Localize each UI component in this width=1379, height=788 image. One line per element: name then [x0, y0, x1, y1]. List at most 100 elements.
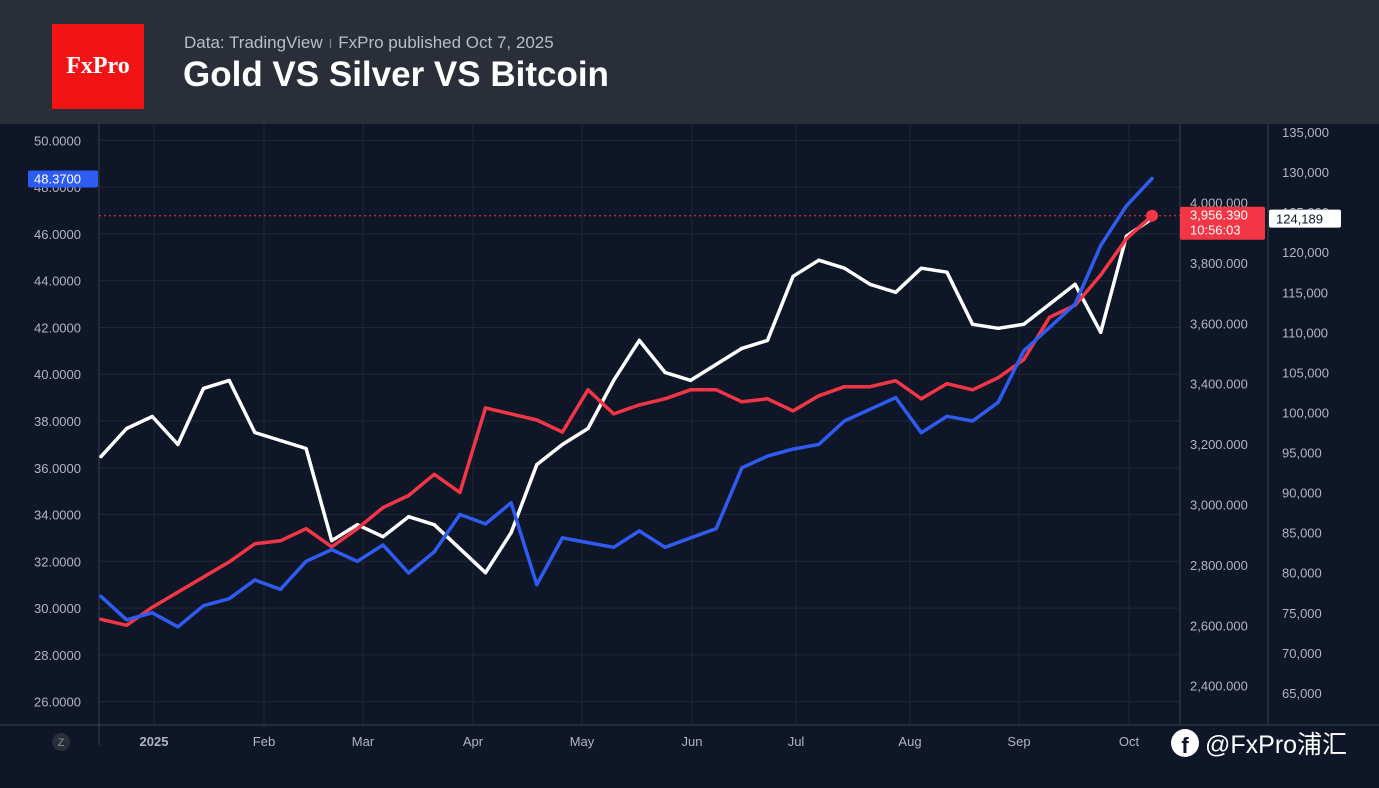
silver-data-point [919, 431, 923, 435]
bitcoin-data-point [509, 531, 513, 535]
silver-data-point [817, 442, 821, 446]
bitcoin-data-point [432, 523, 436, 527]
silver-data-point [227, 597, 231, 601]
gold-data-point [1022, 357, 1026, 362]
gold-data-point [125, 623, 129, 627]
bitcoin-data-point [560, 442, 565, 447]
silver-data-point [407, 571, 411, 575]
bitcoin-data-point [765, 338, 770, 342]
silver-data-point [304, 559, 308, 563]
y-left-tick-label: 36.0000 [34, 461, 81, 476]
y-middle-tick-label: 2,600.000 [1190, 618, 1248, 633]
silver-data-point [150, 611, 154, 615]
bitcoin-data-point [125, 426, 129, 431]
y-middle-tick-label: 3,800.000 [1190, 256, 1248, 271]
bitcoin-data-point [150, 414, 154, 419]
silver-data-point [483, 522, 488, 526]
silver-data-point [1022, 349, 1026, 353]
bitcoin-data-point [201, 386, 206, 391]
chart-title: Gold VS Silver VS Bitcoin [183, 55, 609, 94]
silver-data-point [176, 625, 180, 629]
silver-data-point [560, 536, 565, 540]
y-right-tick-label: 70,000 [1282, 646, 1322, 661]
y-left-tick-label: 42.0000 [34, 320, 81, 335]
silver-data-point [381, 543, 385, 547]
bitcoin-data-point [1022, 322, 1026, 326]
bitcoin-data-point [612, 378, 616, 383]
z-badge-label: Z [58, 737, 65, 749]
silver-data-point [99, 594, 103, 598]
gold-data-point [278, 539, 283, 543]
gold-data-point [99, 617, 103, 621]
y-right-tick-label: 90,000 [1282, 486, 1322, 501]
y-right-tick-label: 65,000 [1282, 686, 1322, 701]
y-right-tick-label: 135,000 [1282, 125, 1329, 140]
silver-data-point [1124, 204, 1128, 208]
bitcoin-data-point [1099, 330, 1103, 334]
y-right-tick-label: 80,000 [1282, 566, 1322, 581]
facebook-icon: f [1171, 729, 1199, 757]
gold-data-point [176, 590, 180, 594]
silver-data-point [253, 578, 257, 582]
publish-info: FxPro published Oct 7, 2025 [338, 33, 554, 52]
bitcoin-data-point [996, 326, 1000, 330]
gold-data-point [150, 605, 154, 609]
bitcoin-data-point [740, 346, 744, 350]
bitcoin-data-point [330, 539, 334, 543]
bitcoin-data-point [842, 266, 846, 270]
silver-last-badge [28, 170, 98, 188]
silver-data-point [458, 512, 462, 517]
gold-data-point [817, 394, 821, 398]
y-right-tick-label: 75,000 [1282, 606, 1322, 621]
bitcoin-data-point [227, 378, 231, 383]
silver-data-point [509, 501, 513, 505]
gold-data-point [714, 388, 718, 392]
gold-data-point [407, 493, 411, 498]
bitcoin-data-point [868, 282, 872, 286]
y-left-tick-label: 40.0000 [34, 367, 81, 382]
x-tick-label: Feb [253, 734, 275, 749]
bitcoin-data-point [586, 426, 590, 431]
gold-data-point [945, 382, 949, 386]
gold-last-marker [1146, 209, 1158, 222]
gold-data-point [586, 388, 590, 392]
bitcoin-data-point [483, 571, 488, 575]
bitcoin-data-point [407, 515, 411, 519]
bitcoin-data-point [176, 442, 180, 447]
chart-background [0, 124, 1379, 788]
gold-data-point [791, 409, 795, 413]
z-badge [52, 733, 70, 751]
bitcoin-data-point [791, 274, 795, 278]
silver-data-point [1150, 176, 1154, 181]
gold-series-line [99, 213, 1154, 628]
gold-data-point [996, 376, 1000, 380]
silver-data-point [970, 419, 975, 423]
y-left-tick-label: 34.0000 [34, 508, 81, 523]
gold-data-point [560, 430, 565, 434]
gold-data-point [432, 472, 436, 476]
silver-data-point [1073, 302, 1077, 306]
y-middle-tick-label: 3,600.000 [1190, 316, 1248, 331]
gold-data-point [740, 400, 744, 404]
bitcoin-data-point [253, 430, 257, 435]
gold-data-point [227, 560, 231, 564]
y-left-tick-label: 46.0000 [34, 227, 81, 242]
chart-subtitle: Data: TradingView I FxPro published Oct 7,… [184, 33, 554, 53]
bitcoin-data-point [663, 370, 667, 375]
y-right-tick-label: 85,000 [1282, 526, 1322, 541]
y-middle-tick-label: 2,800.000 [1190, 558, 1248, 573]
y-right-tick-label: 100,000 [1282, 405, 1329, 420]
x-tick-label: Jul [788, 734, 805, 749]
bitcoin-data-point [278, 438, 283, 443]
silver-data-point [1047, 325, 1052, 330]
silver-last-label: 48.3700 [34, 171, 81, 186]
x-tick-label: Mar [352, 734, 375, 749]
bitcoin-data-point [688, 378, 693, 383]
y-right-tick-label: 95,000 [1282, 446, 1322, 461]
bitcoin-data-point [304, 446, 308, 451]
silver-data-point [278, 587, 283, 591]
y-right-tick-label: 110,000 [1282, 325, 1328, 340]
y-left-tick-label: 30.0000 [34, 601, 81, 616]
bitcoin-data-point [919, 266, 923, 270]
gold-data-point [765, 397, 770, 401]
